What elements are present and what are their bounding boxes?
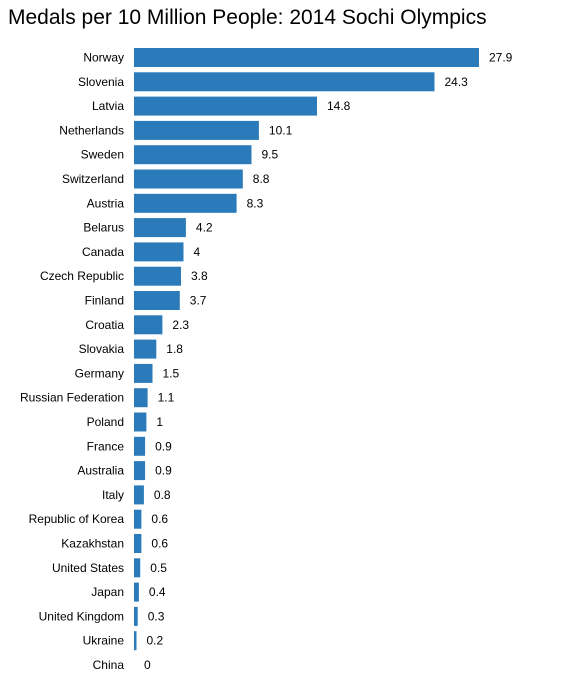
category-label: United States [52,561,124,575]
value-label: 10.1 [269,123,293,137]
value-label: 0 [144,658,151,672]
category-label: Latvia [92,99,124,113]
value-label: 0.9 [155,439,172,453]
bar-finland [134,291,180,310]
category-label: Norway [83,51,124,65]
value-label: 1.5 [163,366,180,380]
category-label: China [93,658,125,672]
value-label: 27.9 [489,51,513,65]
value-label: 0.4 [149,585,166,599]
bar-united-states [134,558,141,578]
value-label: 3.8 [191,269,208,283]
bars-group [134,48,479,651]
category-label: Russian Federation [20,391,124,405]
bar-kazakhstan [134,534,142,553]
bar-belarus [134,218,186,238]
value-label: 0.8 [154,488,171,502]
category-label: United Kingdom [39,609,124,623]
category-label: Australia [77,464,124,478]
bar-poland [134,412,147,432]
bar-czech-republic [134,266,181,286]
bar-united-kingdom [134,606,138,626]
category-label: Sweden [81,148,124,162]
value-label: 8.8 [253,172,270,186]
value-label: 2.3 [172,318,189,332]
category-label: Belarus [83,221,124,235]
category-label: Slovakia [79,342,125,356]
value-labels-group: 27.9 24.3 14.8 10.1 9.5 8.8 8.3 4.2 4 3.8 3.72.3 1.… [144,51,513,673]
value-label: 24.3 [445,75,469,89]
bar-japan [134,582,139,602]
value-label: 9.5 [262,148,279,162]
category-label: Netherlands [59,123,124,137]
value-label: 1.1 [158,391,175,405]
bar-austria [134,193,237,213]
bar-norway [134,48,479,67]
category-label: Czech Republic [40,269,124,283]
category-label: Finland [85,294,124,308]
value-label: 1 [156,415,163,429]
value-label: 4.2 [196,221,213,235]
category-label: Poland [87,415,124,429]
bar-latvia [134,96,317,116]
category-label: Kazakhstan [61,537,124,551]
bar-slovenia [134,72,435,92]
chart-title: Medals per 10 Million People: 2014 Sochi… [8,6,487,29]
bar-australia [134,461,146,481]
bar-croatia [134,315,163,335]
bar-canada [134,242,184,262]
category-label: Switzerland [62,172,124,186]
value-label: 1.8 [166,342,183,356]
category-label: Ukraine [83,634,125,648]
bar-france [134,436,146,456]
value-label: 8.3 [247,196,264,210]
value-label: 0.9 [155,464,172,478]
bar-netherlands [134,120,259,140]
value-label: 14.8 [327,99,351,113]
category-label: Canada [82,245,124,259]
bar-switzerland [134,169,243,189]
value-label: 0.2 [147,634,164,648]
value-label: 0.5 [150,561,167,575]
bar-italy [134,485,144,505]
bar-slovakia [134,339,157,359]
category-label: France [87,439,125,453]
bar-sweden [134,145,252,165]
bar-russian-federation [134,388,148,408]
value-label: 0.6 [151,537,168,551]
category-label: Croatia [85,318,124,332]
category-label: Austria [87,196,125,210]
value-label: 3.7 [190,294,207,308]
category-label: Slovenia [78,75,124,89]
category-label: Japan [91,585,124,599]
value-label: 4 [194,245,201,259]
category-labels-group: Norway Slovenia Latvia Netherlands Sweden Swi… [20,51,124,673]
bar-republic-of-korea [134,509,142,529]
category-label: Republic of Korea [29,512,125,526]
bar-germany [134,363,153,383]
value-label: 0.6 [151,512,168,526]
value-label: 0.3 [148,609,165,623]
bar-ukraine [134,631,137,651]
category-label: Italy [102,488,124,502]
category-label: Germany [75,366,124,380]
